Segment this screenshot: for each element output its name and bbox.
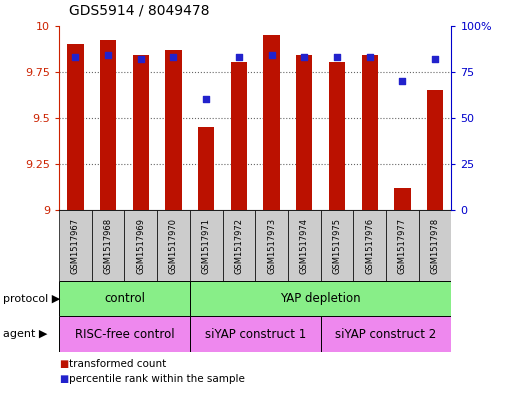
Text: siYAP construct 1: siYAP construct 1 (205, 327, 306, 341)
Bar (100, 40, 116, 210)
Point (136, 56, 145, 62)
Text: GSM1517975: GSM1517975 (332, 218, 342, 274)
Bar (198, 127, 214, 210)
Text: GSM1517978: GSM1517978 (430, 218, 440, 274)
Text: protocol ▶: protocol ▶ (3, 294, 60, 304)
Bar (321, 210, 353, 281)
Bar (190, 281, 451, 316)
Bar (67, 44, 84, 210)
Text: siYAP construct 2: siYAP construct 2 (336, 327, 437, 341)
Bar (59, 281, 190, 316)
Point (333, 54, 341, 60)
Bar (231, 62, 247, 210)
Text: agent ▶: agent ▶ (3, 329, 47, 339)
Text: YAP depletion: YAP depletion (280, 292, 361, 305)
Text: control: control (104, 292, 145, 305)
Bar (59, 210, 92, 281)
Point (71, 54, 80, 60)
Text: ■: ■ (59, 374, 68, 384)
Text: GDS5914 / 8049478: GDS5914 / 8049478 (69, 4, 210, 18)
Bar (157, 210, 190, 281)
Text: GSM1517976: GSM1517976 (365, 218, 374, 274)
Bar (92, 210, 125, 281)
Point (398, 78, 406, 84)
Point (366, 54, 374, 60)
Text: ■: ■ (59, 358, 68, 369)
Bar (296, 55, 312, 210)
Text: percentile rank within the sample: percentile rank within the sample (69, 374, 245, 384)
Text: GSM1517974: GSM1517974 (300, 218, 309, 274)
Text: GSM1517970: GSM1517970 (169, 218, 178, 274)
Text: GSM1517973: GSM1517973 (267, 218, 276, 274)
Bar (132, 55, 149, 210)
Text: GSM1517969: GSM1517969 (136, 218, 145, 274)
Point (267, 52, 275, 58)
Bar (190, 316, 321, 352)
Bar (362, 55, 378, 210)
Point (235, 54, 243, 60)
Bar (329, 62, 345, 210)
Bar (394, 188, 410, 210)
Point (300, 54, 308, 60)
Text: RISC-free control: RISC-free control (74, 327, 174, 341)
Bar (124, 210, 157, 281)
Bar (263, 35, 280, 210)
Point (202, 96, 210, 103)
Text: GSM1517967: GSM1517967 (71, 218, 80, 274)
Bar (386, 210, 419, 281)
Text: GSM1517968: GSM1517968 (104, 218, 112, 274)
Point (169, 54, 177, 60)
Bar (353, 210, 386, 281)
Bar (190, 210, 223, 281)
Bar (288, 210, 321, 281)
Bar (223, 210, 255, 281)
Bar (59, 316, 190, 352)
Bar (321, 316, 451, 352)
Bar (255, 210, 288, 281)
Bar (419, 210, 451, 281)
Bar (165, 50, 182, 210)
Text: GSM1517971: GSM1517971 (202, 218, 211, 274)
Bar (427, 90, 443, 210)
Text: GSM1517972: GSM1517972 (234, 218, 243, 274)
Text: transformed count: transformed count (69, 358, 167, 369)
Point (104, 52, 112, 58)
Point (431, 56, 439, 62)
Text: GSM1517977: GSM1517977 (398, 218, 407, 274)
